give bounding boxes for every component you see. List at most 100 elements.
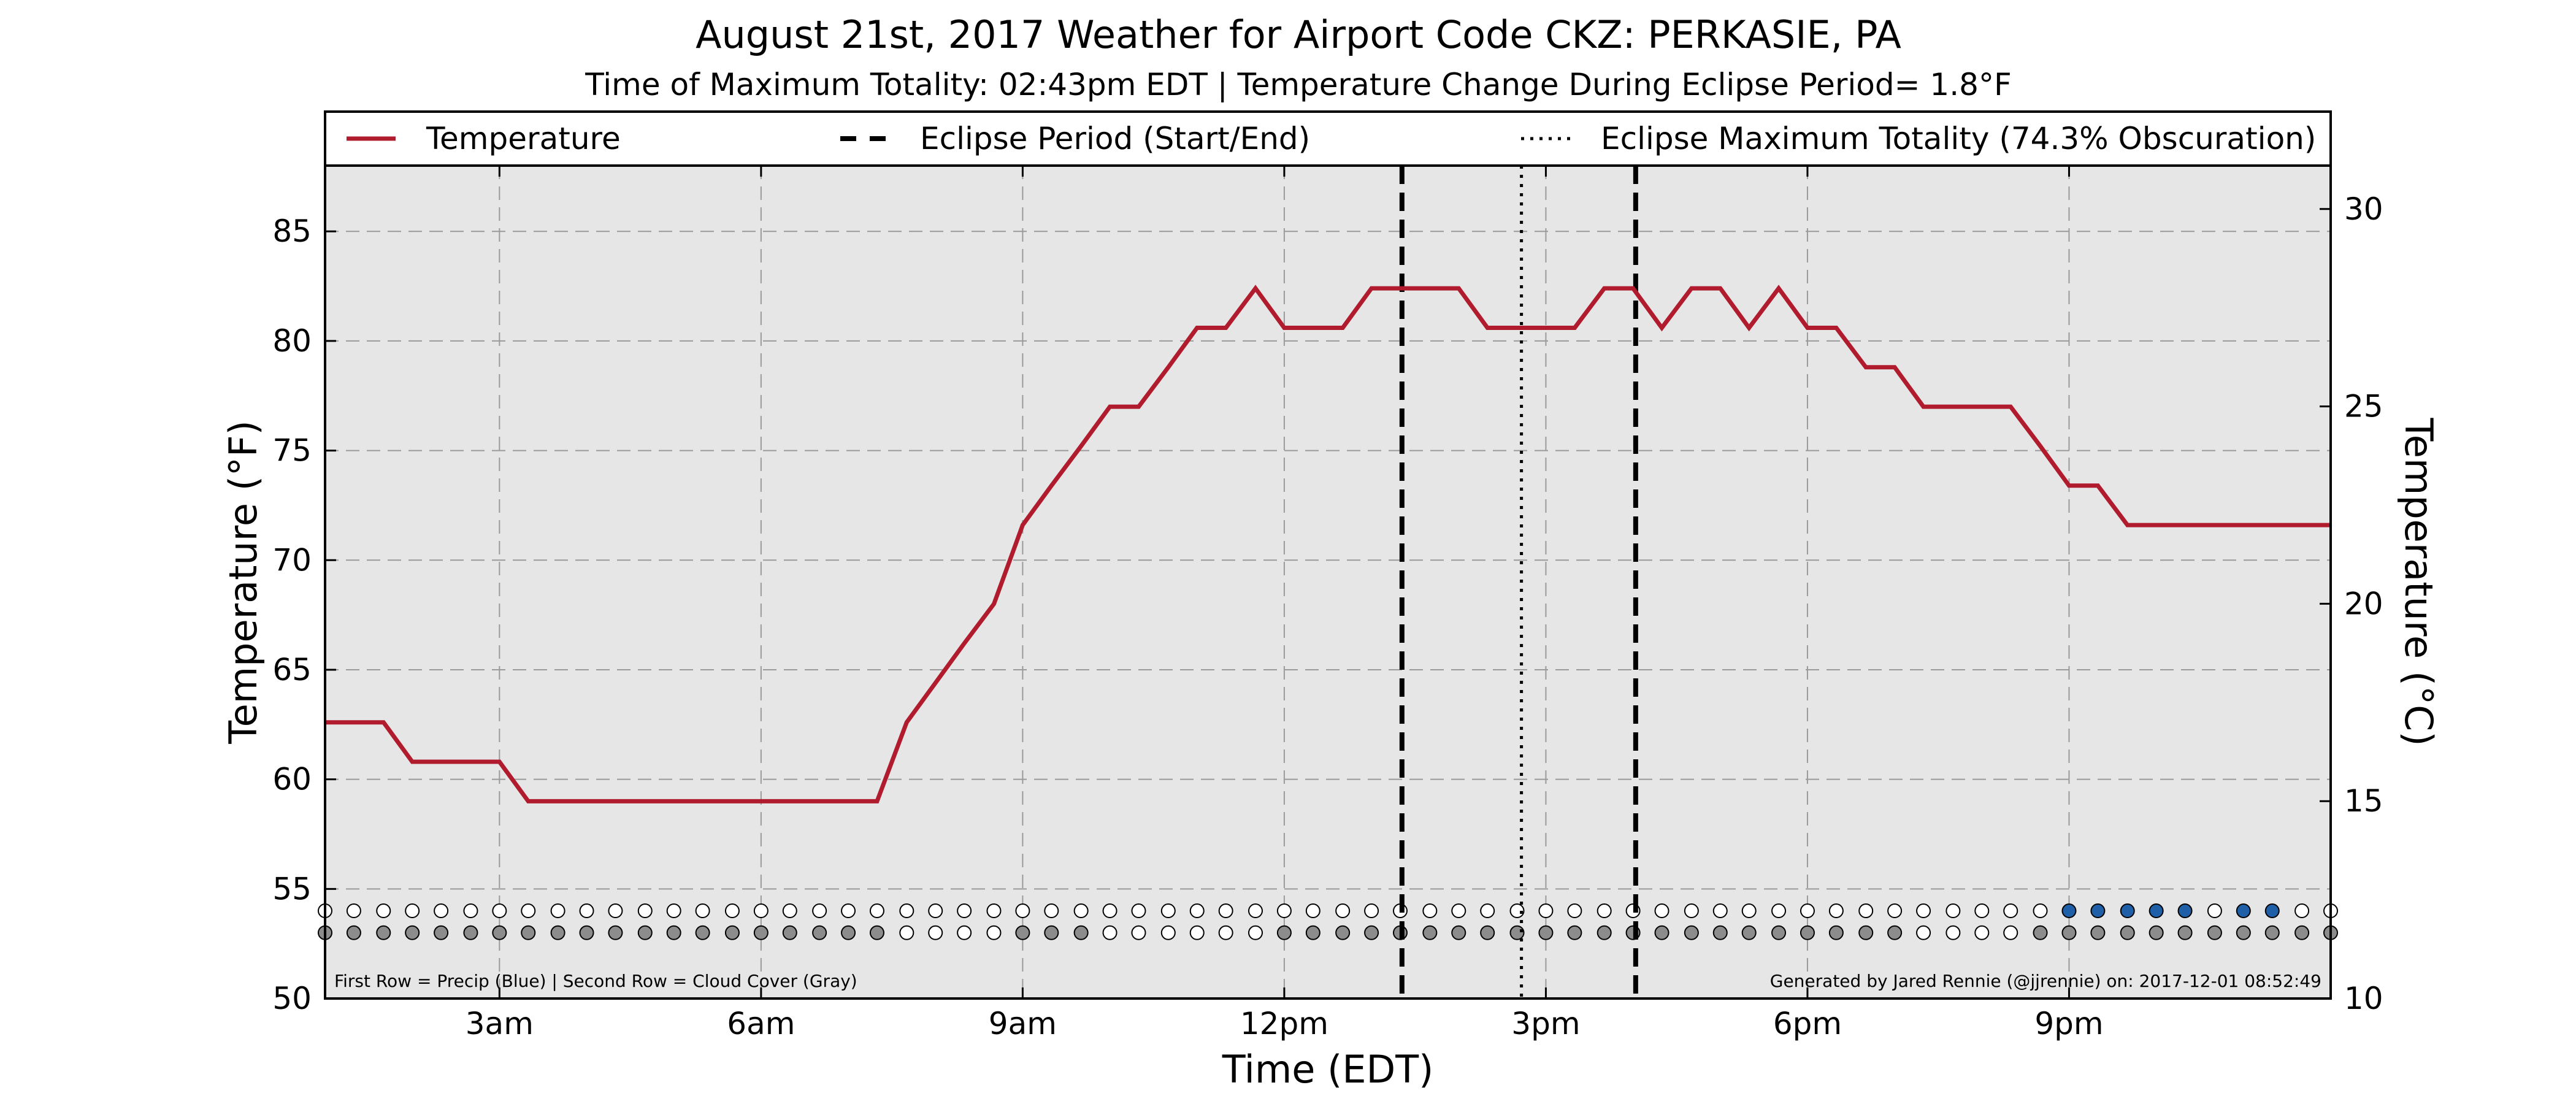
y-tick-label-right: 10 [2344,981,2383,1016]
cloud-indicator [1364,925,1379,940]
cloud-indicator [2264,925,2280,940]
gridlines [325,166,2331,999]
y-tick-label-right: 15 [2344,783,2383,819]
cloud-indicator [2294,925,2310,940]
cloud-indicator [1480,925,1495,940]
cloud-indicator [1800,925,1815,940]
plot-area [325,166,2331,999]
x-tick-label: 3am [466,1006,534,1041]
precip-indicator [1364,903,1379,919]
y-tick-label: 60 [272,762,312,797]
precip-indicator [346,903,361,919]
cloud-indicator [1684,925,1699,940]
precip-indicator [869,903,884,919]
precip-indicator [2264,903,2280,919]
cloud-indicator [608,925,623,940]
precip-indicator [579,903,594,919]
temperature-line [325,285,2331,803]
cloud-indicator [1451,925,1466,940]
cloud-indicator [928,925,943,940]
cloud-indicator [724,925,740,940]
precip-indicator [492,903,507,919]
precip-indicator [1567,903,1582,919]
cloud-indicator [2236,925,2251,940]
precip-indicator [1218,903,1233,919]
precip-indicator [1712,903,1728,919]
cloud-indicator [2003,925,2018,940]
precip-indicator [1131,903,1146,919]
precip-indicator [1073,903,1089,919]
cloud-indicator [1509,925,1525,940]
x-tick-label: 12pm [1240,1006,1328,1041]
cloud-indicator [1771,925,1787,940]
cloud-indicator [1422,925,1438,940]
cloud-indicator [2120,925,2135,940]
precip-indicator [521,903,536,919]
precip-indicator [1451,903,1466,919]
precip-indicator [405,903,420,919]
y-tick-label-right: 25 [2344,389,2383,424]
cloud-indicator [2149,925,2164,940]
precip-indicator [928,903,943,919]
precip-indicator [2033,903,2048,919]
cloud-indicator [1189,925,1205,940]
cloud-indicator [1712,925,1728,940]
legend-label: Temperature [426,121,621,156]
temperature-series [325,285,2331,803]
cloud-indicator [1248,925,1263,940]
x-tick-label: 6pm [1773,1006,1842,1041]
cloud-indicator [1654,925,1669,940]
cloud-indicator [1102,925,1117,940]
y-tick-label: 85 [272,213,312,249]
cloud-indicator [346,925,361,940]
precip-indicator [2003,903,2018,919]
y-tick-label: 80 [272,323,312,359]
precip-indicator [1945,903,1961,919]
precip-indicator [463,903,478,919]
x-axis-label: Time (EDT) [1222,1047,1434,1092]
cloud-indicator [492,925,507,940]
y-tick-label: 75 [272,433,312,469]
cloud-indicator [695,925,710,940]
precip-indicator [1276,903,1292,919]
cloud-indicator [1567,925,1582,940]
precip-indicator [550,903,565,919]
precip-indicator [753,903,769,919]
cloud-indicator [1828,925,1844,940]
y-tick-label-right: 30 [2344,191,2383,227]
precip-indicator [1480,903,1495,919]
precip-indicator [1538,903,1554,919]
cloud-indicator [1073,925,1089,940]
precip-indicator [1044,903,1059,919]
cloud-indicator [1305,925,1321,940]
cloud-indicator [1741,925,1757,940]
precip-indicator [1974,903,1990,919]
precip-indicator [957,903,972,919]
x-tick-label: 3pm [1511,1006,1580,1041]
cloud-indicator [2177,925,2193,940]
cloud-indicator [899,925,914,940]
precip-indicator [2090,903,2106,919]
precip-indicator [1916,903,1931,919]
precip-indicator [608,903,623,919]
precip-indicator [1858,903,1874,919]
precip-indicator [1654,903,1669,919]
cloud-indicator [666,925,681,940]
precip-indicator [1887,903,1903,919]
y-tick-label: 50 [272,981,312,1016]
x-tick-label: 9am [989,1006,1057,1041]
precip-indicator [2207,903,2222,919]
cloud-indicator [782,925,797,940]
y-tick-label-right: 20 [2344,586,2383,621]
cloud-indicator [1160,925,1176,940]
x-tick-label: 9pm [2034,1006,2103,1041]
footnote-legend: First Row = Precip (Blue) | Second Row =… [334,971,857,991]
cloud-indicator [579,925,594,940]
y-axis-right: 10 15 20 25 30 [2320,191,2383,1016]
chart-subtitle: Time of Maximum Totality: 02:43pm EDT | … [585,67,2011,102]
precip-indicator [1335,903,1351,919]
precip-indicator [986,903,1002,919]
precip-indicator [2149,903,2164,919]
y-tick-label: 65 [272,652,312,688]
